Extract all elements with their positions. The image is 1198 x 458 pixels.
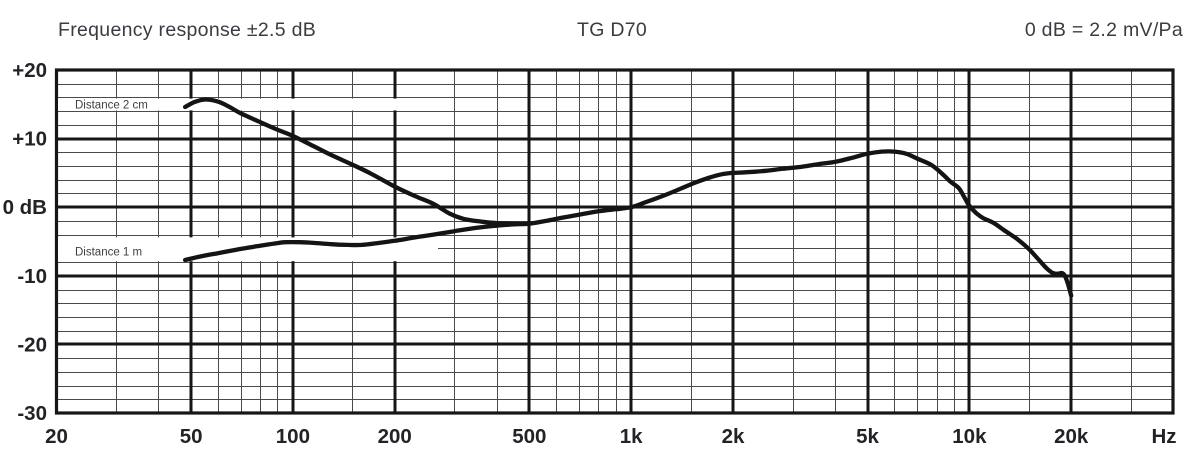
series-label-2cm: Distance 2 cm <box>75 100 148 112</box>
x-tick-label: 10k <box>952 425 987 448</box>
curve-distance-2-cm <box>182 97 532 226</box>
x-axis-unit: Hz <box>1151 425 1176 448</box>
plot-frame <box>54 68 1175 415</box>
y-tick-label: -10 <box>17 265 47 288</box>
chart-title: Frequency response ±2.5 dB <box>58 19 317 41</box>
x-tick-label: 200 <box>378 425 412 448</box>
y-tick-label: +20 <box>12 59 47 82</box>
x-tick-label: 100 <box>276 425 310 448</box>
x-tick-label: 20 <box>45 425 68 448</box>
sensitivity-label: 0 dB = 2.2 mV/Pa <box>1024 19 1183 41</box>
y-tick-label: 0 dB <box>3 196 47 219</box>
model-label: TG D70 <box>577 19 648 41</box>
x-tick-label: 50 <box>180 425 203 448</box>
x-tick-label: 2k <box>722 425 745 448</box>
series-label-mask <box>58 98 428 111</box>
x-tick-label: 5k <box>856 425 879 448</box>
series-label-1m: Distance 1 m <box>75 247 142 259</box>
curve-distance-1-m <box>182 149 1074 298</box>
y-tick-label: -20 <box>17 333 47 356</box>
x-tick-label: 1k <box>620 425 643 448</box>
grid-major-lines <box>56 70 1173 413</box>
y-tick-label: -30 <box>17 402 47 425</box>
x-tick-label: 500 <box>512 425 546 448</box>
x-tick-label: 20k <box>1054 425 1089 448</box>
y-tick-label: +10 <box>12 128 47 151</box>
